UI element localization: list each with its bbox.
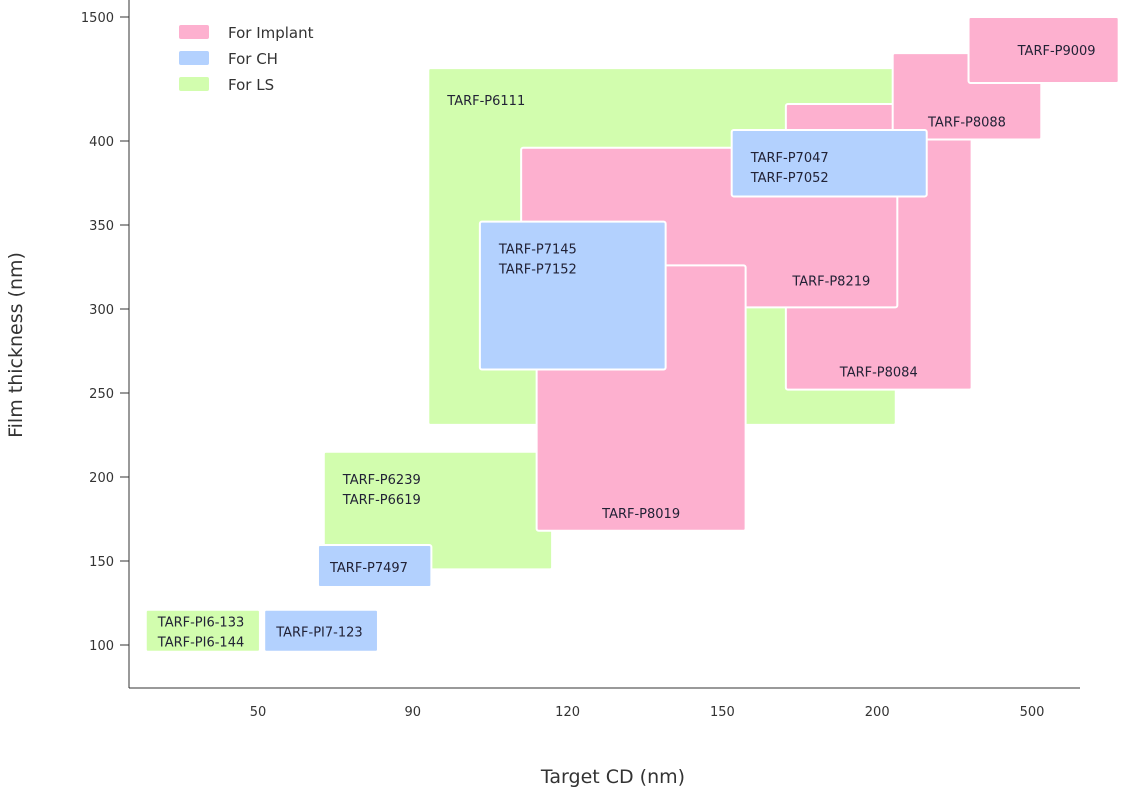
range-label: TARF-P7052 [750,171,829,186]
range-label: TARF-P8019 [601,507,680,522]
legend-swatch-implant [179,25,209,39]
range-rect-p7145 [478,220,667,371]
x-ticks: 50 90 120 150 200 500 [250,705,1045,720]
range-p7047: TARF-P7047 TARF-P7052 [730,128,928,198]
legend: For Implant For CH For LS [179,24,314,94]
y-tick-label: 350 [89,219,114,234]
range-label: TARF-P7145 [498,243,577,258]
range-label: TARF-PI7-123 [275,626,362,641]
range-label: TARF-P8088 [927,116,1006,131]
y-axis-title: Film thickness (nm) [5,252,27,438]
legend-label-ch: For CH [228,50,278,68]
y-ticks: 100 150 200 250 300 350 400 1500 [81,11,129,654]
x-tick-label: 90 [405,705,422,720]
range-rect-p7047 [730,128,928,198]
y-tick-label: 250 [89,387,114,402]
range-label: TARF-P6111 [446,94,525,109]
range-label: TARF-P7152 [498,263,577,278]
legend-swatch-ls [179,77,209,91]
y-tick-label: 1500 [81,11,114,26]
range-p7497: TARF-P7497 [316,544,433,589]
range-rect-p9009 [967,16,1120,84]
y-tick-label: 150 [89,555,114,570]
x-tick-label: 200 [865,705,890,720]
y-tick-label: 300 [89,303,114,318]
range-label: TARF-P7047 [750,151,829,166]
range-p7145: TARF-P7145 TARF-P7152 [478,220,667,371]
range-label: TARF-P8084 [839,366,918,381]
range-pi6: TARF-PI6-133 TARF-PI6-144 [144,608,261,653]
range-rect-pi7 [263,608,379,653]
legend-label-ls: For LS [228,76,274,94]
range-label: TARF-P9009 [1017,44,1096,59]
x-tick-label: 150 [710,705,735,720]
x-axis-title: Target CD (nm) [540,766,685,788]
range-label: TARF-PI6-133 [157,616,244,631]
range-p6239: TARF-P6239 TARF-P6619 [322,450,554,571]
range-label: TARF-P8219 [791,274,870,289]
y-tick-label: 400 [89,135,114,150]
x-tick-label: 500 [1020,705,1045,720]
x-tick-label: 50 [250,705,267,720]
range-label: TARF-P6619 [342,493,421,508]
legend-label-implant: For Implant [228,24,314,42]
x-tick-label: 120 [555,705,580,720]
y-tick-label: 200 [89,471,114,486]
range-p9009: TARF-P9009 [967,16,1120,84]
range-label: TARF-P6239 [342,473,421,488]
range-rectangles: TARF-P6111 TARF-P6239 TARF-P6619 TARF-PI6-1… [144,16,1120,653]
range-label: TARF-PI6-144 [157,636,244,651]
range-rect-pi6 [144,608,261,653]
y-tick-label: 100 [89,639,114,654]
range-label: TARF-P7497 [329,561,408,576]
range-pi7: TARF-PI7-123 [263,608,379,653]
range-rect-p7497 [316,544,433,589]
legend-swatch-ch [179,51,209,65]
